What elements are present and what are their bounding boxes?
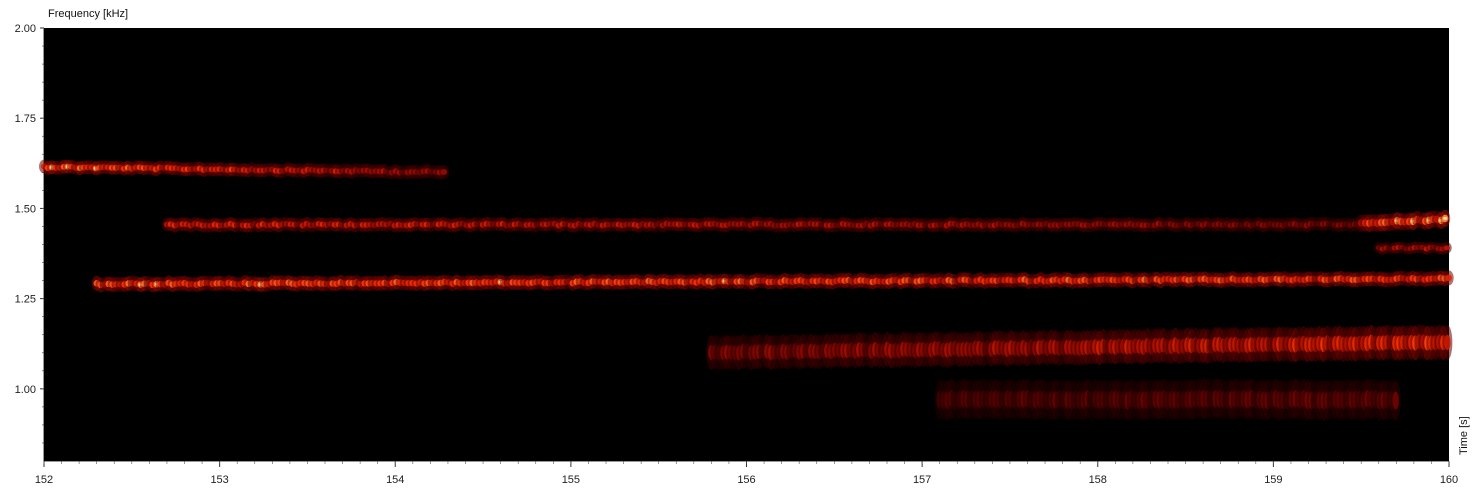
spectral-band (934, 378, 1401, 421)
spectral-band (39, 159, 449, 180)
x-tick-label: 152 (35, 474, 53, 486)
spectral-band (91, 270, 1454, 293)
y-axis-ticks: 1.00 1.25 1.50 1.75 2.00 (15, 23, 45, 461)
spectral-band (1373, 241, 1452, 255)
y-tick-label: 1.00 (15, 384, 36, 396)
x-tick-label: 160 (1440, 474, 1458, 486)
y-tick-label: 2.00 (15, 23, 36, 35)
x-tick-label: 153 (210, 474, 228, 486)
band-core (1445, 274, 1452, 282)
x-tick-label: 158 (1089, 474, 1107, 486)
x-axis-label: Time [s] (1458, 416, 1470, 455)
y-tick-label: 1.50 (15, 203, 36, 215)
band-core (1392, 391, 1399, 410)
spectral-bands (39, 159, 1454, 421)
x-tick-label: 157 (913, 474, 931, 486)
spectral-band (161, 216, 1400, 233)
band-core (1444, 334, 1451, 351)
x-tick-label: 155 (562, 474, 580, 486)
band-hotspot (1443, 216, 1448, 220)
x-tick-label: 154 (386, 474, 404, 486)
band-core (1443, 245, 1450, 251)
spectral-band (706, 324, 1453, 371)
band-core (440, 168, 448, 176)
y-tick-label: 1.25 (15, 294, 36, 306)
x-axis-ticks: 152 153 154 155 156 157 158 159 160 (35, 460, 1458, 486)
x-tick-label: 156 (737, 474, 755, 486)
spectral-band (1356, 209, 1451, 232)
y-tick-label: 1.75 (15, 113, 36, 125)
x-tick-label: 159 (1264, 474, 1282, 486)
y-axis-label: Frequency [kHz] (48, 8, 128, 20)
